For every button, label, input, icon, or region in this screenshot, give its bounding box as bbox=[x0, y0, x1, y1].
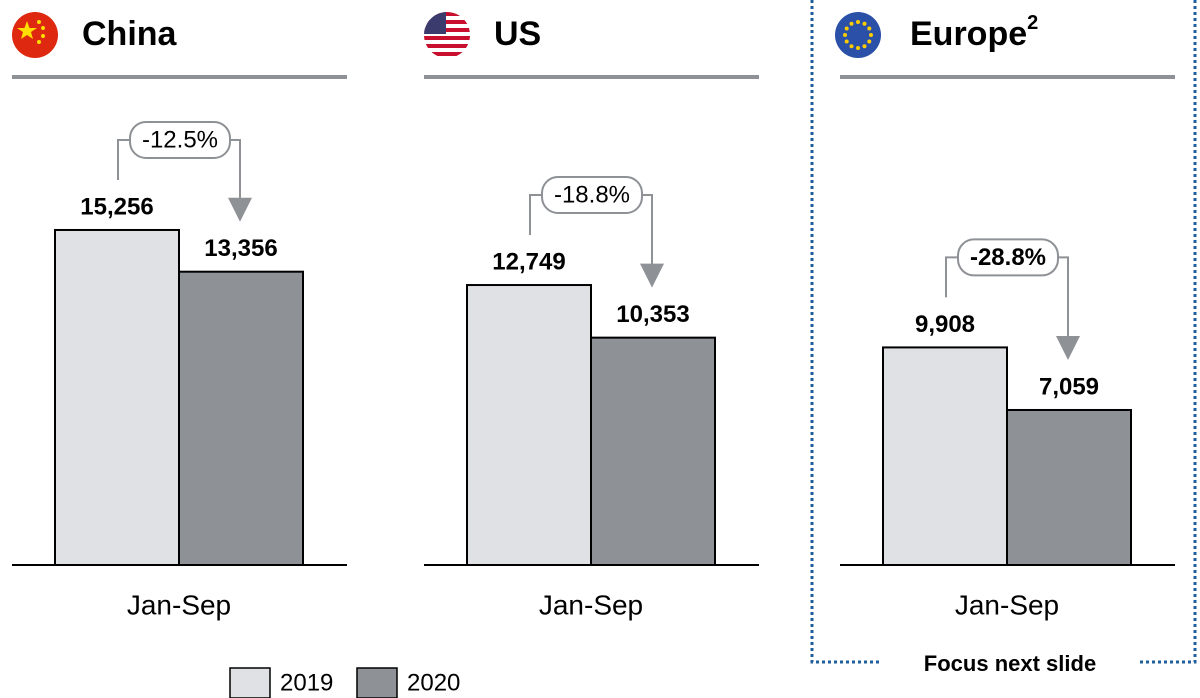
bar bbox=[54, 228, 180, 566]
flag-us bbox=[424, 12, 470, 58]
value-label: 7,059 bbox=[1039, 373, 1099, 400]
category-label: Jan-Sep bbox=[127, 589, 231, 620]
legend-label: 2019 bbox=[280, 669, 333, 696]
legend-label: 2020 bbox=[407, 669, 460, 696]
bar bbox=[1006, 408, 1132, 567]
panel-title: US bbox=[494, 15, 541, 53]
panel-title-text: US bbox=[494, 15, 541, 53]
category-label: Jan-Sep bbox=[539, 589, 643, 620]
annotation-bracket bbox=[529, 194, 653, 268]
focus-box bbox=[810, 0, 1197, 664]
value-label: 10,353 bbox=[616, 301, 689, 328]
annotation-bracket bbox=[117, 138, 241, 202]
annotation-arrow bbox=[228, 197, 252, 222]
annotation: -12.5% bbox=[142, 126, 218, 153]
bar bbox=[466, 284, 592, 566]
annotation: -28.8% bbox=[970, 244, 1046, 271]
panel-title: China bbox=[82, 15, 178, 53]
legend-swatch bbox=[229, 667, 271, 698]
value-label: 13,356 bbox=[204, 235, 277, 262]
annotation-arrow bbox=[640, 263, 664, 288]
bar bbox=[590, 336, 716, 567]
panel-title-text: China bbox=[82, 15, 178, 53]
bar bbox=[882, 346, 1008, 566]
annotation-bracket bbox=[945, 256, 1069, 340]
annotation-box bbox=[541, 176, 643, 215]
flag-eu bbox=[835, 12, 881, 58]
annotation-box bbox=[957, 238, 1059, 277]
panel-title-text: Europe bbox=[910, 15, 1027, 53]
value-label: 15,256 bbox=[80, 193, 153, 220]
value-label: 12,749 bbox=[492, 248, 565, 275]
annotation-box bbox=[129, 120, 231, 159]
bar bbox=[178, 270, 304, 566]
panel-title: Europe2 bbox=[910, 12, 1038, 53]
callout: Focus next slide bbox=[924, 651, 1096, 676]
category-label: Jan-Sep bbox=[955, 589, 1059, 620]
title-footnote: 2 bbox=[1027, 12, 1038, 34]
annotation-arrow bbox=[1056, 335, 1080, 360]
legend-swatch bbox=[356, 667, 398, 698]
annotation: -18.8% bbox=[554, 181, 630, 208]
value-label: 9,908 bbox=[915, 311, 975, 338]
flag-china bbox=[12, 12, 58, 58]
